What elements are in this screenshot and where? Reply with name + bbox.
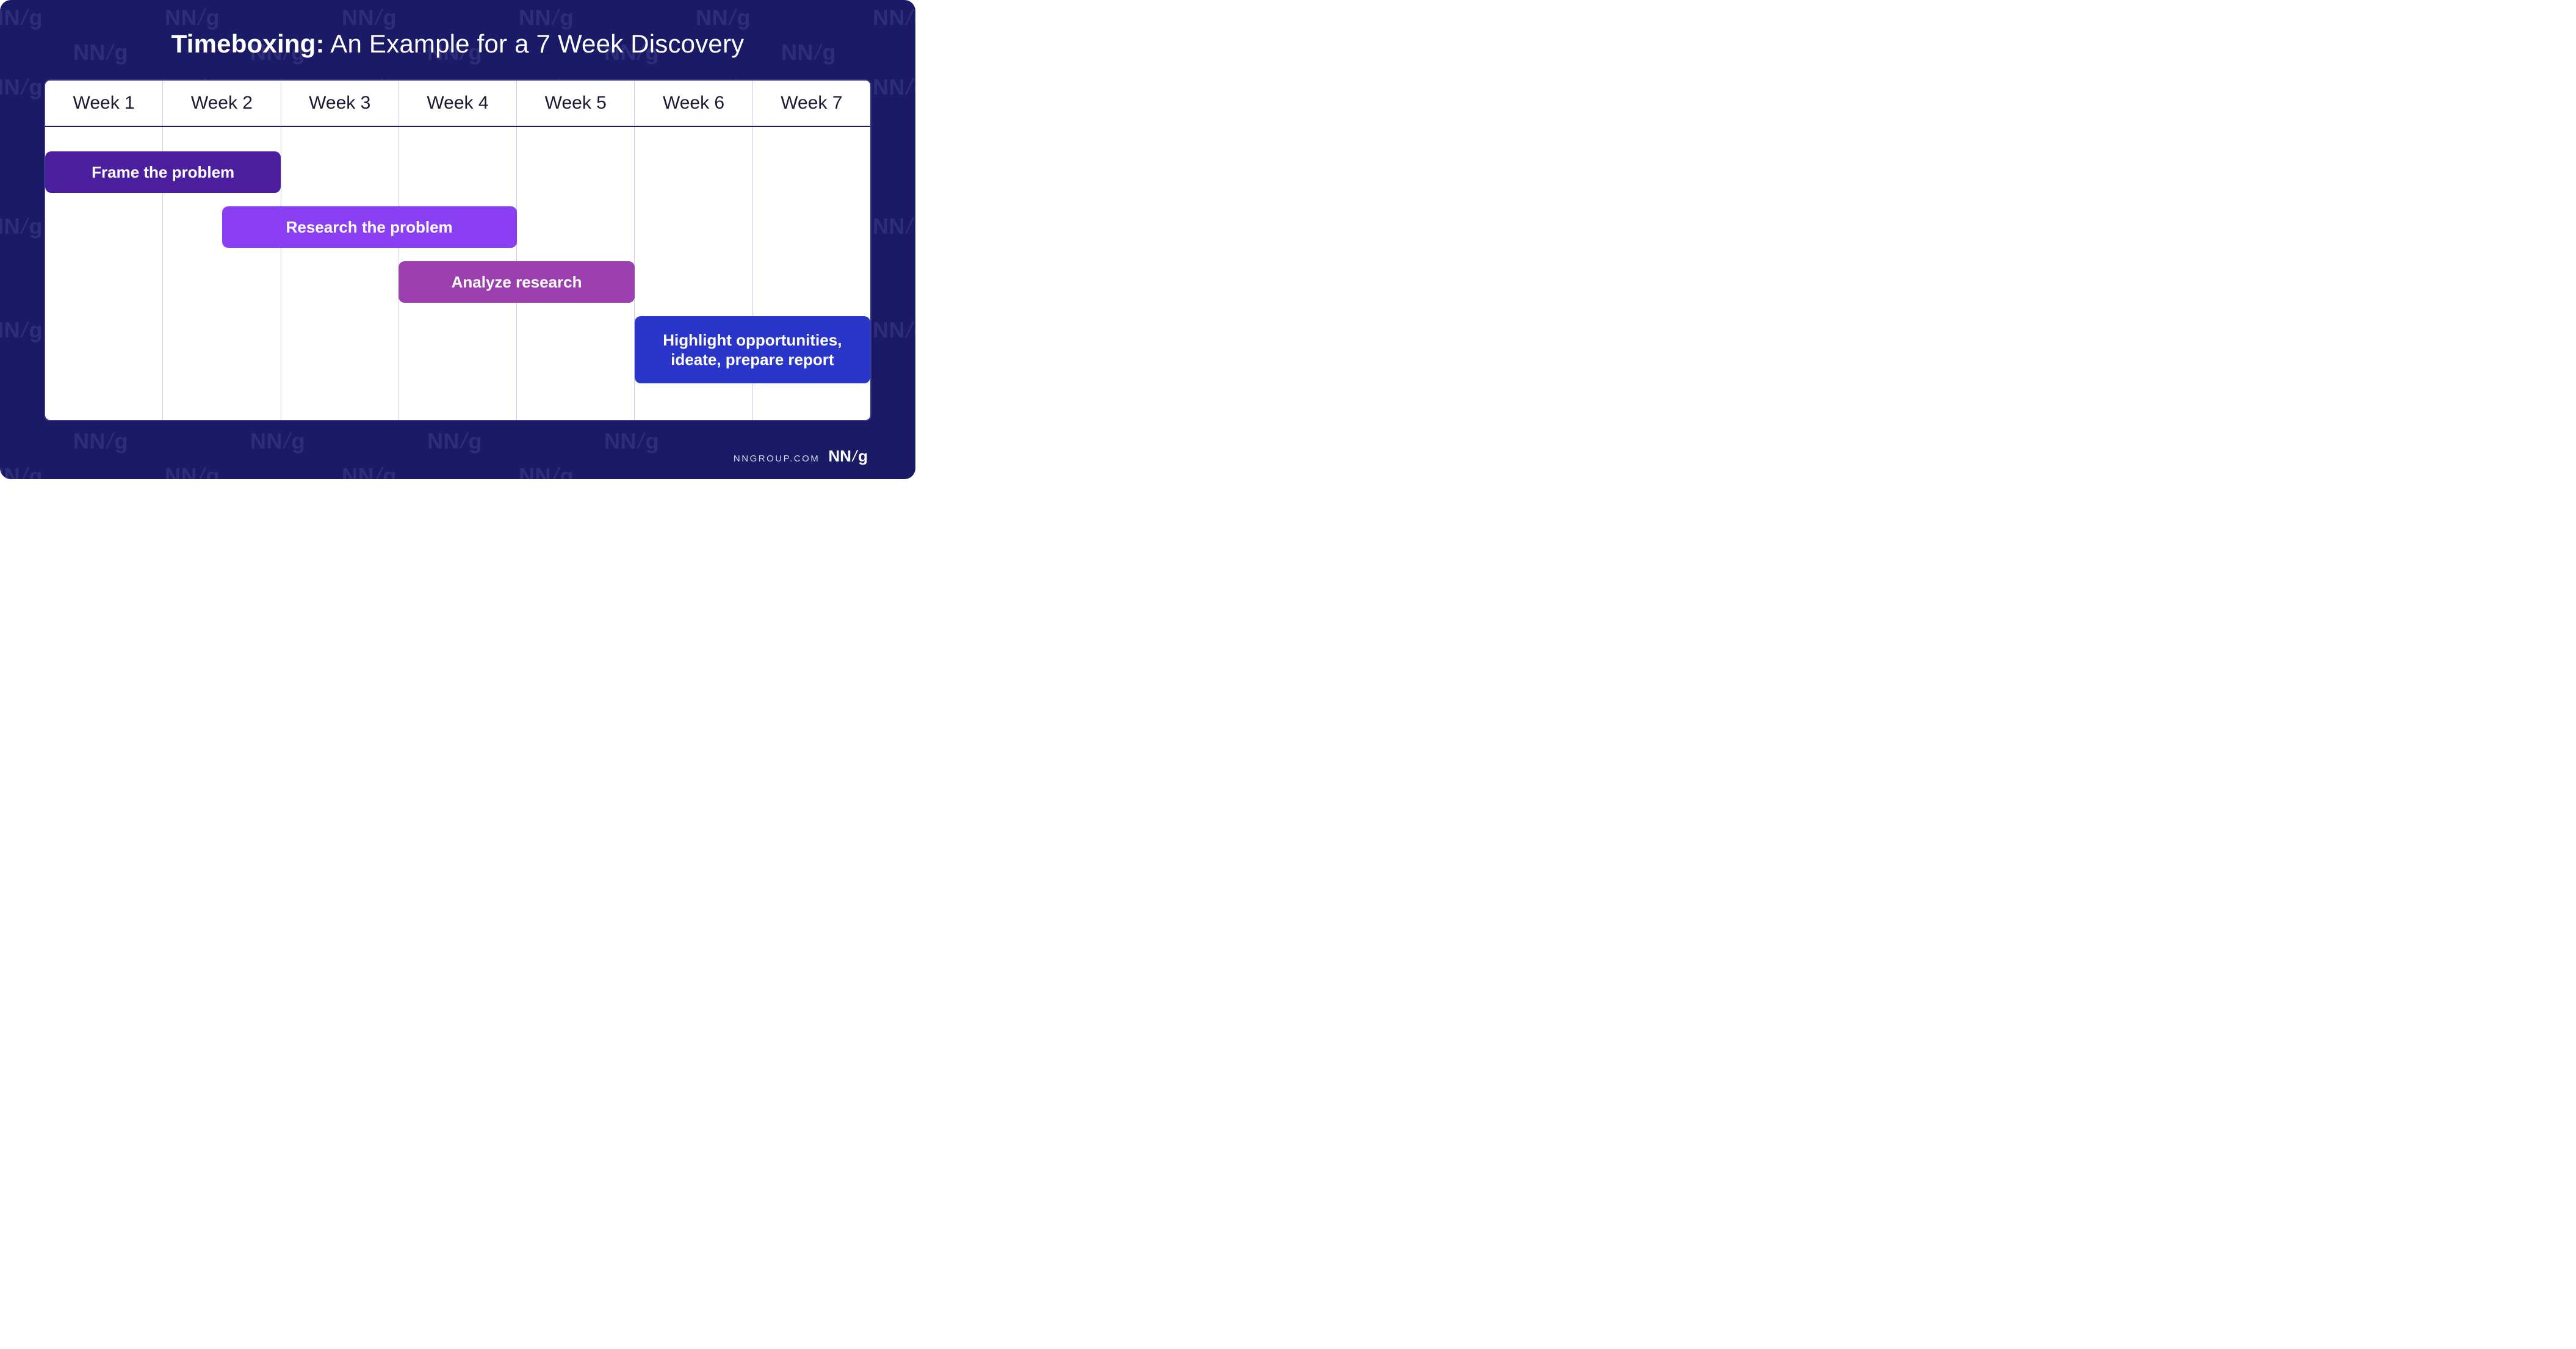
watermark-logo: NN/g [342,5,397,31]
gantt-header-row: Week 1Week 2Week 3Week 4Week 5Week 6Week… [45,81,870,127]
watermark-logo: NN/g [165,5,220,31]
page-title: Timeboxing: An Example for a 7 Week Disc… [44,29,871,59]
footer-logo: NN/g [828,447,868,466]
watermark-logo: NN/g [604,429,659,454]
watermark-logo: NN/g [342,463,397,479]
watermark-logo: NN/g [519,463,574,479]
watermark-logo: NN/g [0,5,43,31]
watermark-logo: NN/g [0,74,43,100]
footer-url: NNGROUP.COM [734,454,820,464]
footer-credit: NNGROUP.COM NN/g [734,447,868,466]
slash-icon: / [853,447,857,465]
watermark-logo: NN/g [873,5,915,31]
watermark-logo: NN/g [250,429,305,454]
gantt-chart: Week 1Week 2Week 3Week 4Week 5Week 6Week… [44,79,871,421]
footer-logo-g: g [858,447,868,465]
gantt-bar: Research the problem [222,206,517,248]
watermark-logo: NN/g [873,74,915,100]
watermark-logo: NN/g [0,317,43,343]
gantt-header-cell: Week 7 [753,81,870,126]
watermark-logo: NN/g [427,429,482,454]
gantt-bars: Frame the problem Research the problem Ana… [45,127,870,420]
gantt-bar: Frame the problem [45,151,281,193]
watermark-logo: NN/g [0,214,43,239]
watermark-logo: NN/g [873,214,915,239]
watermark-logo: NN/g [73,429,128,454]
title-bold: Timeboxing: [171,29,325,58]
gantt-header-cell: Week 2 [163,81,281,126]
watermark-logo: NN/g [0,463,43,479]
gantt-header-cell: Week 5 [517,81,635,126]
infographic-card: NN/gNN/gNN/gNN/gNN/gNN/gNN/gNN/gNN/gNN/g… [0,0,915,479]
gantt-header-cell: Week 4 [399,81,517,126]
gantt-bar: Highlight opportunities, ideate, prepare… [635,316,870,383]
watermark-logo: NN/g [165,463,220,479]
gantt-body: Frame the problem Research the problem Ana… [45,127,870,420]
gantt-header-cell: Week 1 [45,81,163,126]
gantt-header-cell: Week 6 [635,81,752,126]
gantt-header-cell: Week 3 [281,81,399,126]
watermark-logo: NN/g [696,5,751,31]
gantt-bar: Analyze research [399,261,634,303]
footer-logo-nn: NN [828,447,851,465]
watermark-logo: NN/g [873,317,915,343]
watermark-logo: NN/g [519,5,574,31]
title-rest: An Example for a 7 Week Discovery [325,29,745,58]
